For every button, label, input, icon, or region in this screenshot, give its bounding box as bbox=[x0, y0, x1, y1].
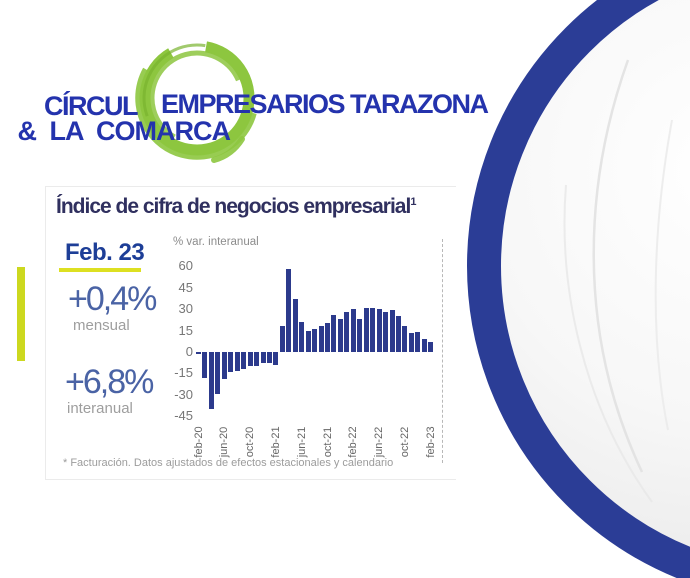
business-turnover-index-card: Índice de cifra de negocios empresarial1… bbox=[45, 186, 456, 480]
bar bbox=[402, 326, 408, 352]
y-tick-label: -45 bbox=[174, 408, 193, 424]
bar bbox=[273, 352, 279, 365]
bar bbox=[383, 311, 389, 352]
card-title: Índice de cifra de negocios empresarial1 bbox=[56, 195, 416, 219]
interannual-variation-value: +6,8% bbox=[65, 363, 154, 401]
chart-x-axis: feb-20 jun-20 oct-20 feb-21 jun-21 oct-21 feb-… bbox=[46, 187, 456, 479]
bar bbox=[344, 311, 350, 352]
balloon-circle bbox=[467, 0, 690, 578]
bar bbox=[395, 316, 401, 352]
x-tick-label: feb-23 bbox=[424, 426, 437, 458]
bar bbox=[196, 352, 201, 354]
footnote: * Facturación. Datos ajustados de efecto… bbox=[63, 457, 394, 469]
bar bbox=[363, 307, 369, 352]
bar bbox=[299, 321, 305, 352]
logo-text-empresarios-tarazona: EMPRESARIOS TARAZONA bbox=[161, 89, 489, 119]
bar bbox=[228, 352, 234, 373]
bar bbox=[370, 307, 376, 352]
green-brush-circle-icon bbox=[135, 36, 259, 163]
balloon-crease-line bbox=[654, 119, 673, 431]
chart-y-axis: 60 45 30 15 0 -15 -30 -45 bbox=[46, 187, 196, 479]
bar bbox=[357, 319, 363, 352]
card-title-text: Índice de cifra de negocios empresarial bbox=[56, 195, 411, 218]
period-underline bbox=[59, 268, 141, 272]
balloon-crease-line bbox=[563, 184, 653, 503]
card-title-superscript: 1 bbox=[410, 196, 416, 208]
circulo-empresarios-logo: CÍRCUL EMPRESARIOS TARAZONA & LA COMARCA bbox=[0, 0, 489, 175]
left-accent-bar bbox=[17, 267, 25, 361]
bar bbox=[260, 352, 266, 364]
bar bbox=[202, 352, 208, 378]
y-tick-label: 60 bbox=[178, 258, 193, 273]
balloon-crease-line bbox=[592, 59, 644, 473]
chart-right-dashed-line bbox=[442, 239, 443, 463]
bar bbox=[286, 268, 292, 352]
logo-text-circulo: CÍRCUL bbox=[44, 91, 139, 121]
bar bbox=[408, 333, 414, 352]
y-tick-label: -15 bbox=[174, 365, 193, 381]
bar bbox=[266, 352, 272, 364]
bar bbox=[318, 326, 324, 352]
y-tick-label: 15 bbox=[178, 322, 193, 338]
bar bbox=[415, 331, 421, 352]
logo-text-la-comarca: & LA COMARCA bbox=[17, 116, 231, 146]
bar bbox=[337, 319, 343, 352]
x-tick-label: oct-22 bbox=[398, 426, 411, 458]
bar-plot bbox=[196, 187, 444, 479]
monthly-variation-label: mensual bbox=[73, 317, 130, 334]
y-tick-label: 30 bbox=[178, 301, 193, 316]
bar bbox=[421, 339, 427, 352]
bar bbox=[254, 352, 260, 367]
period-label: Feb. 23 bbox=[65, 239, 145, 266]
bar bbox=[312, 329, 318, 352]
y-tick-label: 0 bbox=[185, 344, 193, 359]
bar bbox=[331, 314, 337, 352]
interannual-variation-label: interanual bbox=[67, 400, 133, 417]
bar bbox=[428, 341, 434, 352]
bar bbox=[376, 309, 382, 352]
bar bbox=[325, 323, 330, 352]
y-tick-label: 45 bbox=[178, 279, 193, 295]
bar bbox=[208, 352, 214, 410]
monthly-variation-value: +0,4% bbox=[68, 280, 157, 318]
bar bbox=[241, 352, 247, 370]
bar bbox=[292, 298, 298, 352]
bar bbox=[221, 352, 227, 380]
bar bbox=[234, 352, 240, 371]
bar bbox=[215, 352, 221, 394]
bar bbox=[247, 352, 253, 367]
bar bbox=[389, 310, 395, 352]
y-tick-label: -30 bbox=[174, 386, 193, 402]
bar bbox=[350, 309, 356, 352]
bar bbox=[279, 326, 285, 352]
chart-y-axis-title: % var. interanual bbox=[173, 236, 259, 248]
bar bbox=[305, 330, 311, 352]
